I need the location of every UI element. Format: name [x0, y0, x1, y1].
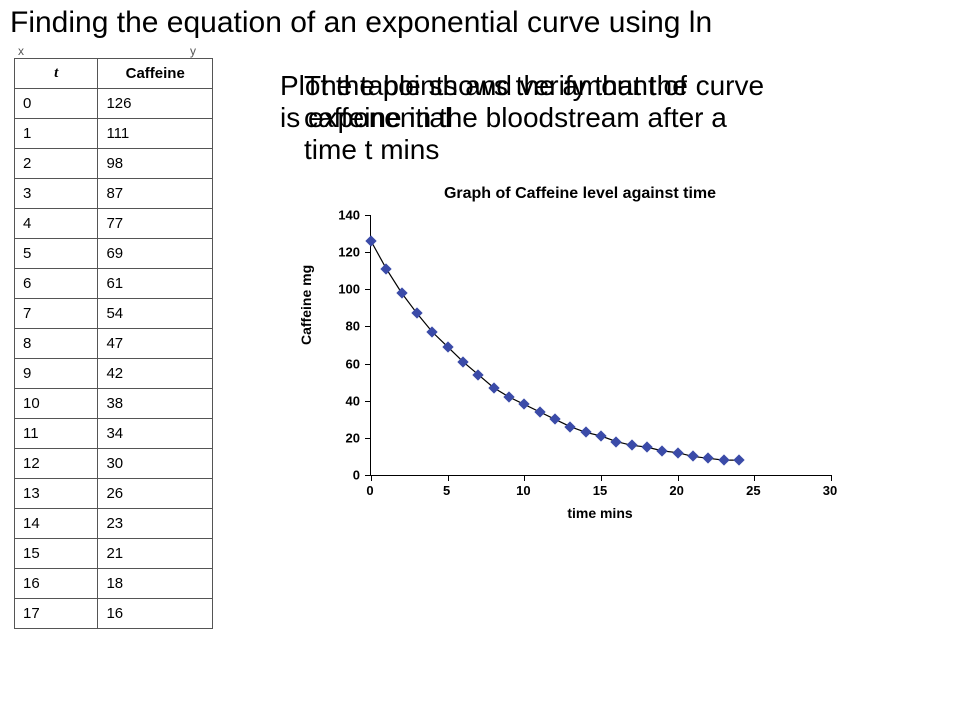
- table-cell: 38: [98, 389, 213, 419]
- table-row: 754: [15, 299, 213, 329]
- table-row: 1716: [15, 599, 213, 629]
- table-cell: 6: [15, 269, 98, 299]
- table-cell: 2: [15, 149, 98, 179]
- table-row: 1134: [15, 419, 213, 449]
- table-cell: 7: [15, 299, 98, 329]
- table-cell: 13: [15, 479, 98, 509]
- table-cell: 8: [15, 329, 98, 359]
- ytick-label: 0: [300, 468, 360, 483]
- table-row: 1326: [15, 479, 213, 509]
- table-cell: 12: [15, 449, 98, 479]
- table-header-caffeine: Caffeine: [98, 59, 213, 89]
- caffeine-chart: Graph of Caffeine level against time Caf…: [300, 185, 860, 545]
- table-cell: 1: [15, 119, 98, 149]
- xtick-label: 25: [746, 483, 760, 498]
- table-cell: 23: [98, 509, 213, 539]
- ytick: [365, 289, 371, 290]
- table-row: 1618: [15, 569, 213, 599]
- table-row: 661: [15, 269, 213, 299]
- text-layer-1: The table shows the amount of caffeine i…: [304, 70, 727, 167]
- ytick: [365, 438, 371, 439]
- small-y-label: y: [190, 44, 196, 58]
- xtick: [678, 475, 679, 481]
- table-cell: 26: [98, 479, 213, 509]
- xtick: [601, 475, 602, 481]
- table-cell: 10: [15, 389, 98, 419]
- table-cell: 42: [98, 359, 213, 389]
- table-cell: 9: [15, 359, 98, 389]
- ytick-label: 140: [300, 208, 360, 223]
- ytick-label: 100: [300, 282, 360, 297]
- ytick-label: 60: [300, 356, 360, 371]
- xtick-label: 0: [366, 483, 373, 498]
- table-row: 942: [15, 359, 213, 389]
- xtick: [754, 475, 755, 481]
- xtick-label: 10: [516, 483, 530, 498]
- table-cell: 16: [98, 599, 213, 629]
- table-row: 298: [15, 149, 213, 179]
- ytick: [365, 215, 371, 216]
- xtick: [371, 475, 372, 481]
- xtick-label: 15: [593, 483, 607, 498]
- ytick-label: 40: [300, 393, 360, 408]
- ytick-label: 120: [300, 245, 360, 260]
- table-cell: 87: [98, 179, 213, 209]
- ytick-label: 20: [300, 430, 360, 445]
- table-cell: 126: [98, 89, 213, 119]
- ytick-label: 80: [300, 319, 360, 334]
- table-cell: 54: [98, 299, 213, 329]
- table-row: 477: [15, 209, 213, 239]
- table-row: 847: [15, 329, 213, 359]
- table-cell: 17: [15, 599, 98, 629]
- table-cell: 15: [15, 539, 98, 569]
- table-cell: 0: [15, 89, 98, 119]
- chart-curve-path: [371, 241, 739, 460]
- table-cell: 98: [98, 149, 213, 179]
- table-cell: 34: [98, 419, 213, 449]
- table-cell: 61: [98, 269, 213, 299]
- table-cell: 77: [98, 209, 213, 239]
- table-cell: 69: [98, 239, 213, 269]
- xtick-label: 5: [443, 483, 450, 498]
- table-cell: 5: [15, 239, 98, 269]
- table-row: 1230: [15, 449, 213, 479]
- chart-plot-area: [370, 215, 831, 476]
- table-cell: 111: [98, 119, 213, 149]
- table-row: 1521: [15, 539, 213, 569]
- table-row: 0126: [15, 89, 213, 119]
- table-cell: 30: [98, 449, 213, 479]
- table-header-t: t: [15, 59, 98, 89]
- table-cell: 14: [15, 509, 98, 539]
- xtick: [448, 475, 449, 481]
- ytick: [365, 364, 371, 365]
- table-cell: 11: [15, 419, 98, 449]
- page-title: Finding the equation of an exponential c…: [10, 6, 712, 40]
- xtick: [831, 475, 832, 481]
- ytick: [365, 326, 371, 327]
- table-cell: 3: [15, 179, 98, 209]
- table-row: 569: [15, 239, 213, 269]
- table-row: 387: [15, 179, 213, 209]
- ytick: [365, 401, 371, 402]
- table-cell: 21: [98, 539, 213, 569]
- table-cell: 18: [98, 569, 213, 599]
- xtick-label: 20: [669, 483, 683, 498]
- chart-title: Graph of Caffeine level against time: [300, 185, 860, 203]
- data-table: t Caffeine 01261111298387477569661754847…: [14, 58, 213, 629]
- table-row: 1423: [15, 509, 213, 539]
- xtick: [524, 475, 525, 481]
- table-cell: 16: [15, 569, 98, 599]
- table-row: 1038: [15, 389, 213, 419]
- small-x-label: x: [18, 44, 24, 58]
- xtick-label: 30: [823, 483, 837, 498]
- ytick: [365, 252, 371, 253]
- table-row: 1111: [15, 119, 213, 149]
- table-cell: 47: [98, 329, 213, 359]
- table-cell: 4: [15, 209, 98, 239]
- chart-xlabel: time mins: [370, 505, 830, 521]
